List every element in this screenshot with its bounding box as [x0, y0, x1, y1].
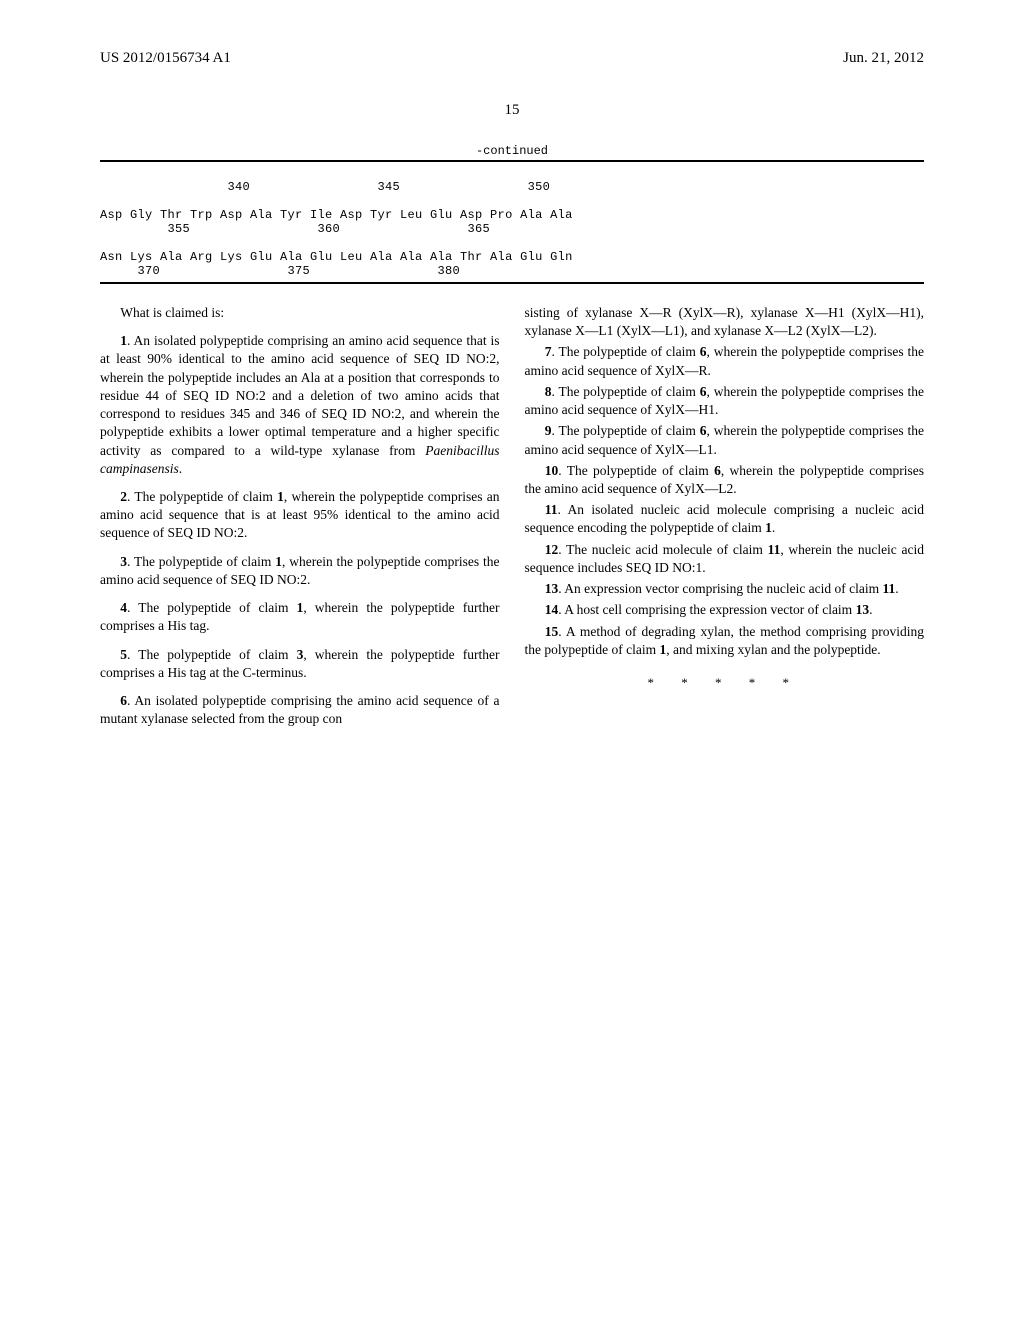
claim-text: . An isolated nucleic acid molecule comp…	[525, 502, 925, 535]
claim-number: 15	[545, 624, 559, 639]
claim-8: 8. The polypeptide of claim 6, wherein t…	[525, 383, 925, 419]
claim-text: . The polypeptide of claim	[558, 463, 714, 478]
claim-ref: 6	[700, 423, 707, 438]
claim-15: 15. A method of degrading xylan, the met…	[525, 623, 925, 659]
claim-6-start: 6. An isolated polypeptide comprising th…	[100, 692, 500, 728]
claim-number: 3	[120, 554, 127, 569]
seq-line-nums: 340 345 350	[100, 180, 550, 194]
publication-number: US 2012/0156734 A1	[100, 50, 231, 67]
claim-text: . An isolated polypeptide comprising the…	[100, 693, 500, 726]
sequence-listing: 340 345 350 Asp Gly Thr Trp Asp Ala Tyr …	[100, 166, 924, 278]
claim-text: . The polypeptide of claim	[127, 647, 297, 662]
claim-10: 10. The polypeptide of claim 6, wherein …	[525, 462, 925, 498]
claim-number: 11	[545, 502, 558, 517]
claim-7: 7. The polypeptide of claim 6, wherein t…	[525, 343, 925, 379]
claim-number: 12	[545, 542, 559, 557]
claim-text: . The nucleic acid molecule of claim	[558, 542, 767, 557]
claim-text: . The polypeptide of claim	[552, 384, 700, 399]
claim-number: 1	[120, 333, 127, 348]
claim-text: . The polypeptide of claim	[127, 489, 277, 504]
claim-number: 10	[545, 463, 559, 478]
claim-5: 5. The polypeptide of claim 3, wherein t…	[100, 646, 500, 682]
claim-text-end: .	[772, 520, 775, 535]
claim-text: . The polypeptide of claim	[127, 554, 275, 569]
claim-9: 9. The polypeptide of claim 6, wherein t…	[525, 422, 925, 458]
claim-text: . An expression vector comprising the nu…	[558, 581, 882, 596]
seq-line-nums: 370 375 380	[100, 264, 460, 278]
claim-6-cont: sisting of xylanase X—R (XylX—R), xylana…	[525, 304, 925, 340]
claim-ref: 11	[768, 542, 781, 557]
claim-12: 12. The nucleic acid molecule of claim 1…	[525, 541, 925, 577]
claim-ref: 1	[275, 554, 282, 569]
page-number: 15	[0, 102, 1024, 119]
claim-13: 13. An expression vector comprising the …	[525, 580, 925, 598]
claim-ref: 6	[700, 384, 707, 399]
claim-number: 5	[120, 647, 127, 662]
claim-number: 13	[545, 581, 559, 596]
claim-text-end: .	[179, 461, 182, 476]
claim-3: 3. The polypeptide of claim 1, wherein t…	[100, 553, 500, 589]
claim-ref: 6	[700, 344, 707, 359]
claim-number: 7	[545, 344, 552, 359]
seq-line-nums: 355 360 365	[100, 222, 490, 236]
claim-text: . The polypeptide of claim	[552, 344, 700, 359]
claim-ref: 1	[765, 520, 772, 535]
claim-text: . An isolated polypeptide comprising an …	[100, 333, 500, 457]
page-header: US 2012/0156734 A1 Jun. 21, 2012	[0, 0, 1024, 77]
claim-4: 4. The polypeptide of claim 1, wherein t…	[100, 599, 500, 635]
claim-text-end: .	[895, 581, 898, 596]
left-column: What is claimed is: 1. An isolated polyp…	[100, 304, 500, 728]
seq-line: Asn Lys Ala Arg Lys Glu Ala Glu Leu Ala …	[100, 250, 573, 264]
claims-intro: What is claimed is:	[100, 304, 500, 322]
claim-1: 1. An isolated polypeptide comprising an…	[100, 332, 500, 478]
sequence-continued-label: -continued	[0, 144, 1024, 158]
claim-2: 2. The polypeptide of claim 1, wherein t…	[100, 488, 500, 543]
claim-ref: 13	[856, 602, 870, 617]
claim-ref: 1	[277, 489, 284, 504]
claim-text: . The polypeptide of claim	[127, 600, 297, 615]
publication-date: Jun. 21, 2012	[843, 50, 924, 67]
claim-number: 9	[545, 423, 552, 438]
claim-number: 8	[545, 384, 552, 399]
claim-number: 2	[120, 489, 127, 504]
claim-ref: 11	[883, 581, 896, 596]
sequence-divider-top	[100, 160, 924, 162]
claim-text: . The polypeptide of claim	[552, 423, 700, 438]
claim-text-end: .	[869, 602, 872, 617]
claim-ref: 6	[714, 463, 721, 478]
claim-11: 11. An isolated nucleic acid molecule co…	[525, 501, 925, 537]
claim-text-end: , and mixing xylan and the polypeptide.	[666, 642, 880, 657]
claim-14: 14. A host cell comprising the expressio…	[525, 601, 925, 619]
right-column: sisting of xylanase X—R (XylX—R), xylana…	[525, 304, 925, 728]
seq-line: Asp Gly Thr Trp Asp Ala Tyr Ile Asp Tyr …	[100, 208, 573, 222]
end-asterisks: * * * * *	[525, 674, 925, 692]
claim-number: 6	[120, 693, 127, 708]
claim-number: 14	[545, 602, 559, 617]
claims-section: What is claimed is: 1. An isolated polyp…	[0, 284, 1024, 728]
claim-text: . A host cell comprising the expression …	[558, 602, 855, 617]
claim-number: 4	[120, 600, 127, 615]
